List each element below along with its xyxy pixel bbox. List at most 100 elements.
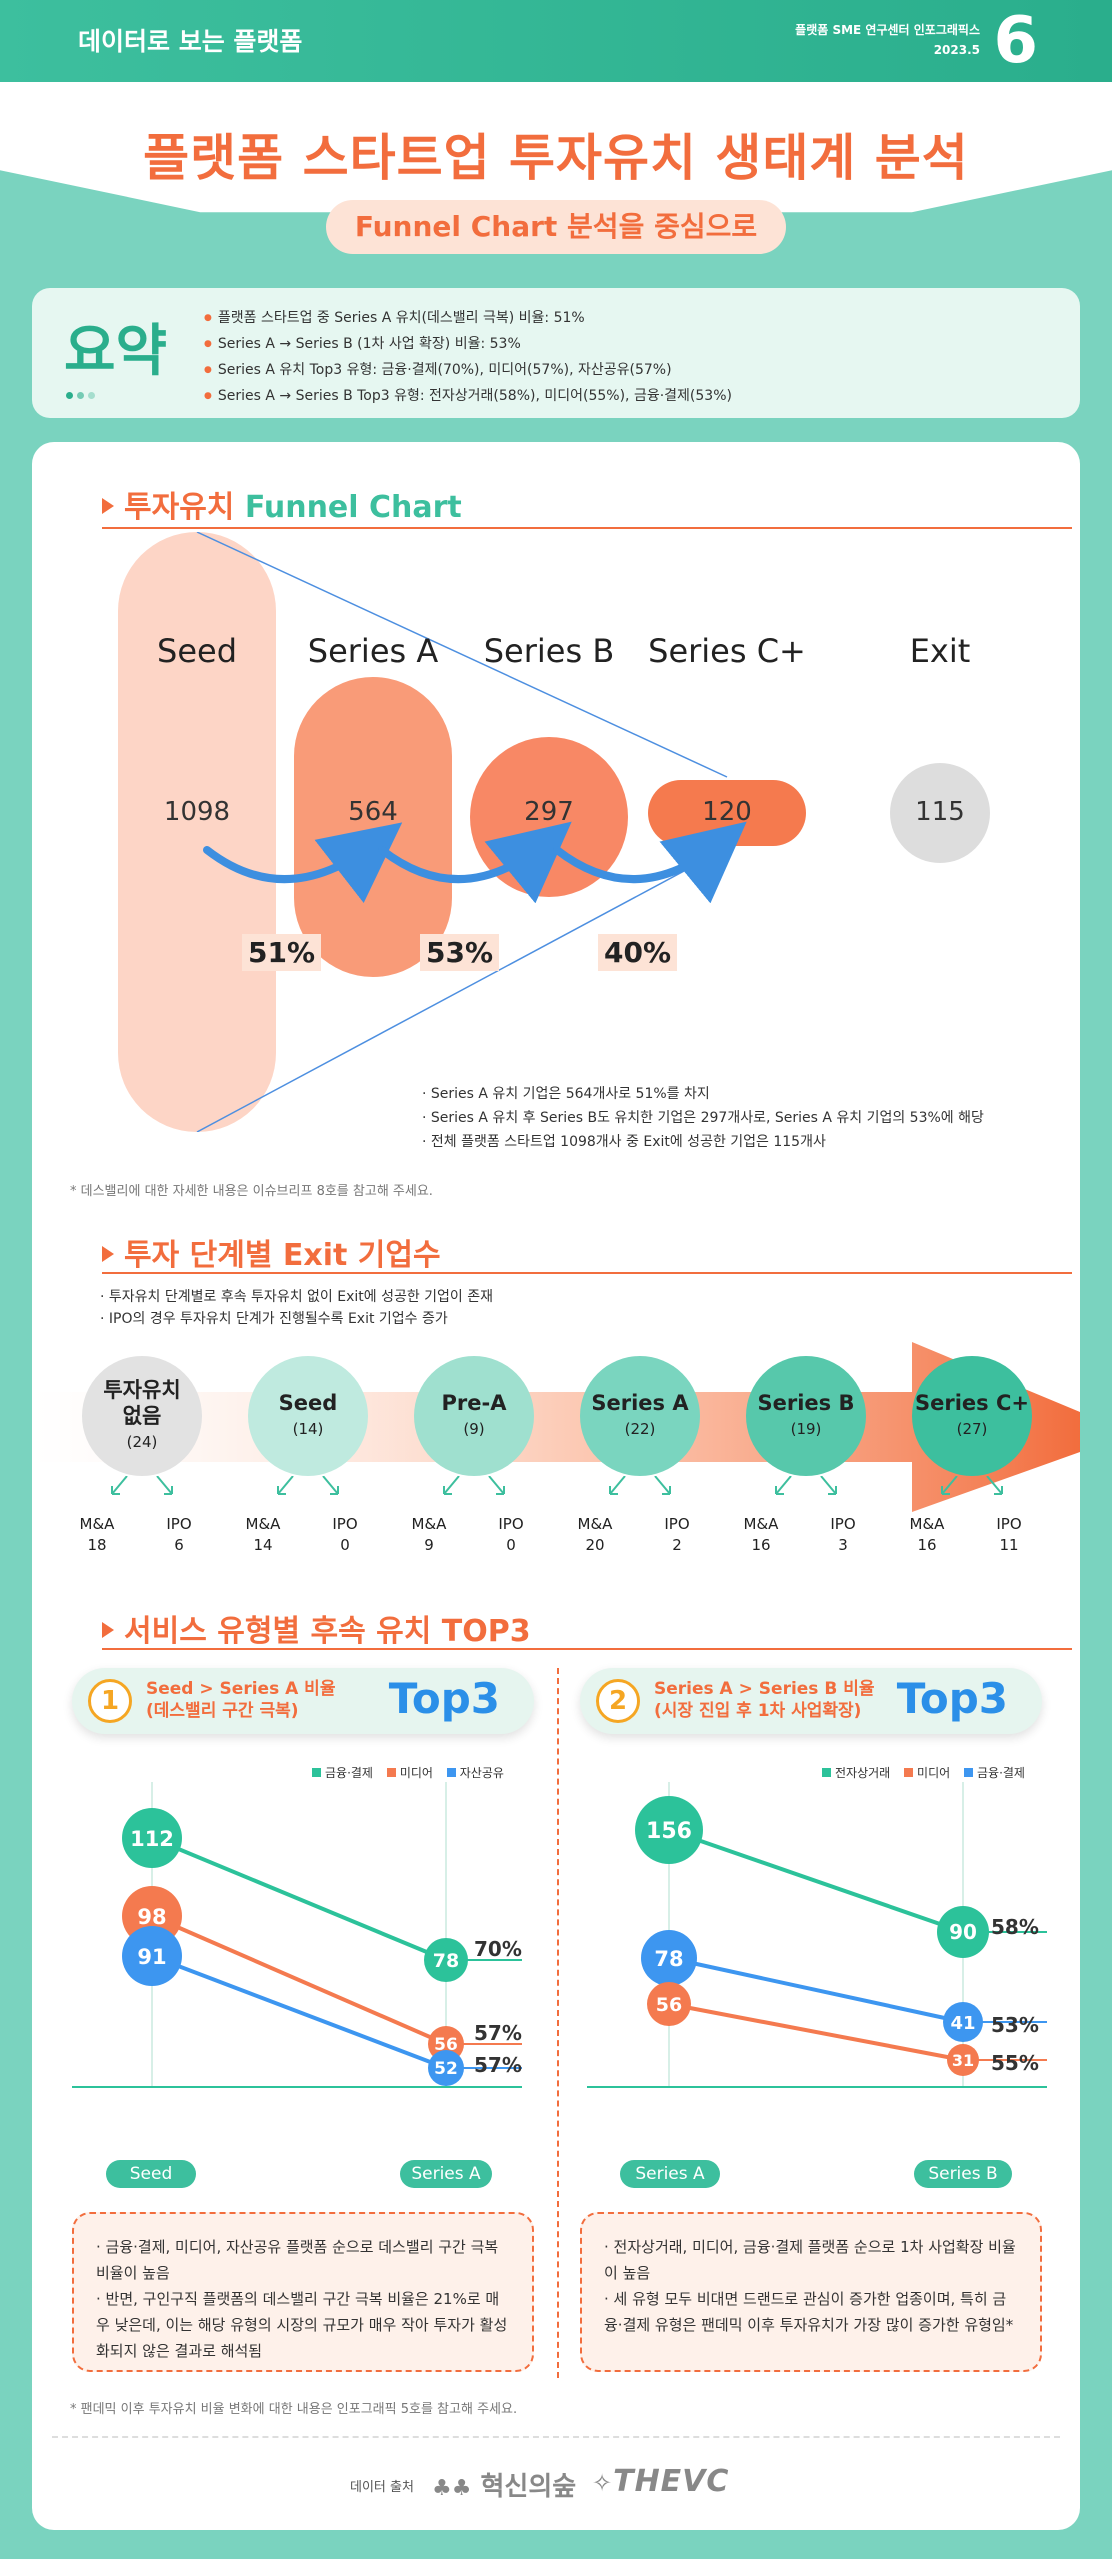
stage-value-exit: 115 xyxy=(915,797,965,827)
funnel-chart xyxy=(118,532,990,1132)
exit-stage-series-c: Series C+ (27) xyxy=(912,1356,1032,1476)
page-title: 플랫폼 스타트업 투자유치 생태계 분석 xyxy=(143,129,969,187)
exit-series-a-ma: M&A 20 xyxy=(577,1515,613,1554)
exit-stage-pre-a: Pre-A (9) xyxy=(414,1356,534,1476)
pct-finance: 70% xyxy=(474,1937,522,1961)
exit-series-b-ma: M&A 16 xyxy=(743,1515,779,1554)
pct-media: 55% xyxy=(991,2051,1039,2075)
funnel-guide-line xyxy=(196,532,728,778)
exit-pre-a-ipo: IPO 0 xyxy=(498,1515,524,1554)
top3-footnote: * 팬데믹 이후 투자유치 비율 변화에 대한 내용은 인포그래픽 5호를 참고… xyxy=(70,2402,518,2417)
exit-stage-series-a: Series A (22) xyxy=(580,1356,700,1476)
funnel-notes: Series A 유치 기업은 564개사로 51%를 차지 Series A … xyxy=(422,1082,984,1154)
stage-value-seed: 1098 xyxy=(163,797,231,827)
header-meta: 플랫폼 SME 연구센터 인포그래픽스 2023.5 xyxy=(795,20,980,60)
panel1-header: 1 Seed > Series A 비율 (데스밸리 구간 극복) Top3 xyxy=(72,1668,534,1734)
exit-stage-count: (19) xyxy=(790,1420,822,1438)
point-media-end xyxy=(947,2044,979,2076)
exit-none-ipo: IPO 6 xyxy=(166,1515,192,1554)
stage-name-series-a: Series A xyxy=(307,632,439,670)
stage-name-exit: Exit xyxy=(909,632,971,670)
funnel-seed-bar xyxy=(118,532,276,1132)
conversion-arrow-icon xyxy=(378,821,572,904)
label-media-start: 98 xyxy=(137,1905,166,1929)
top3-heading-text: 서비스 유형별 후속 유치 TOP3 xyxy=(124,1614,531,1649)
line-media xyxy=(151,1914,447,2046)
line-media xyxy=(668,2002,964,2062)
panel-divider xyxy=(557,1668,559,2378)
panel2-x-end: Series B xyxy=(914,2160,1012,2188)
source-logo-innoforest: ♣♣ 혁신의숲 xyxy=(432,2472,577,2502)
summary-item: Series A → Series B Top3 유형: 전자상거래(58%),… xyxy=(204,384,732,410)
pct-asset: 57% xyxy=(474,2053,522,2077)
series-title: 데이터로 보는 플랫폼 xyxy=(78,27,303,56)
panel2-badge: Top3 xyxy=(896,1674,1008,1723)
line-ecommerce xyxy=(668,1828,964,1934)
exit-series-b-ipo: IPO 3 xyxy=(830,1515,856,1554)
line-finance xyxy=(151,1836,447,1962)
panel1-x-end: Series A xyxy=(400,2160,492,2188)
summary-item: Series A 유치 Top3 유형: 금융·결제(70%), 미디어(57%… xyxy=(204,358,732,384)
panel2-x-start: Series A xyxy=(620,2160,720,2188)
exit-series-c-ipo: IPO 11 xyxy=(996,1515,1022,1554)
exit-stage-none: 투자유치 없음 (24) xyxy=(82,1356,202,1476)
summary-label: 요약 xyxy=(64,319,168,384)
point-ecommerce-end xyxy=(937,1906,989,1958)
panel1-badge: Top3 xyxy=(388,1674,500,1723)
triangle-bullet-icon xyxy=(102,498,114,514)
rate-a-to-b: 53% xyxy=(420,934,500,971)
legend-swatch xyxy=(904,1768,914,1777)
panel2-note: · 세 유형 모두 비대면 드랜드로 관심이 증가한 업종이며, 특히 금융·결… xyxy=(604,2290,1014,2334)
label-asset-start: 91 xyxy=(137,1945,166,1969)
exit-note: IPO의 경우 투자유치 단계가 진행될수록 Exit 기업수 증가 xyxy=(100,1308,493,1330)
exit-pre-a-ma: M&A 9 xyxy=(411,1515,447,1554)
exit-seed-ipo: IPO 0 xyxy=(332,1515,358,1554)
funnel-heading-en: Funnel Chart xyxy=(244,490,462,525)
issue-number: 6 xyxy=(993,4,1038,78)
panel1-legend: 금융·결제 미디어 자산공유 xyxy=(302,1764,504,1781)
funnel-guide-line xyxy=(196,847,728,1132)
point-finance-end xyxy=(424,1938,468,1982)
summary-list: 플랫폼 스타트업 중 Series A 유치(데스밸리 극복) 비율: 51% … xyxy=(204,306,732,410)
exit-none-ma: M&A 18 xyxy=(79,1515,115,1554)
top3-heading: 서비스 유형별 후속 유치 TOP3 xyxy=(102,1606,531,1650)
panel1-x-start: Seed xyxy=(106,2160,196,2188)
funnel-exit-circle xyxy=(890,763,990,863)
footer-divider xyxy=(52,2436,1060,2438)
stage-value-series-c: 120 xyxy=(702,797,752,827)
panel1-note: · 금융·결제, 미디어, 자산공유 플랫폼 순으로 데스밸리 구간 극복 비율… xyxy=(96,2238,499,2282)
line-asset-share xyxy=(151,1954,447,2070)
label-asset-end: 52 xyxy=(434,2059,458,2079)
label-finance-start: 112 xyxy=(130,1827,174,1851)
exit-arrow-icon xyxy=(32,1342,1080,1512)
triangle-bullet-icon xyxy=(102,1622,114,1638)
legend-swatch xyxy=(312,1768,321,1777)
funnel-heading-ko: 투자유치 xyxy=(124,490,235,525)
exit-split-arrows xyxy=(111,1476,1003,1495)
conversion-arrow-icon xyxy=(203,822,403,904)
label-media-end: 31 xyxy=(952,2051,974,2070)
point-asset-start xyxy=(122,1926,182,1986)
line-finance xyxy=(668,1956,964,2024)
exit-arrow-band xyxy=(32,1342,1080,1512)
source-logo-thevc: ✧THEVC xyxy=(592,2464,730,2499)
point-ecommerce-start xyxy=(635,1796,703,1864)
exit-stage-seed: Seed (14) xyxy=(248,1356,368,1476)
exit-series-c-ma: M&A 16 xyxy=(909,1515,945,1554)
summary-item: 플랫폼 스타트업 중 Series A 유치(데스밸리 극복) 비율: 51% xyxy=(204,306,732,332)
summary-box: 요약 플랫폼 스타트업 중 Series A 유치(데스밸리 극복) 비율: 5… xyxy=(32,288,1080,418)
exit-heading-text: 투자 단계별 Exit 기업수 xyxy=(124,1238,441,1273)
panel1-title: Seed > Series A 비율 (데스밸리 구간 극복) xyxy=(146,1679,336,1721)
exit-heading: 투자 단계별 Exit 기업수 xyxy=(102,1230,441,1274)
label-media-end: 56 xyxy=(434,2035,458,2055)
conversion-arrow-icon xyxy=(553,821,747,904)
label-ecommerce-end: 90 xyxy=(949,1920,977,1944)
pct-ecommerce: 58% xyxy=(991,1915,1039,1939)
summary-dots xyxy=(66,384,99,403)
exit-stage-count: (22) xyxy=(624,1420,656,1438)
funnel-note: Series A 유치 기업은 564개사로 51%를 차지 xyxy=(422,1082,984,1106)
exit-stage-name: Series C+ xyxy=(915,1391,1029,1415)
panel1-slope-chart: 112 98 91 78 56 52 70% 57% 57% xyxy=(72,1782,522,2088)
header-bar: 데이터로 보는 플랫폼 플랫폼 SME 연구센터 인포그래픽스 2023.5 6 xyxy=(0,0,1112,82)
panel2-header: 2 Series A > Series B 비율 (시장 진입 후 1차 사업확장… xyxy=(580,1668,1042,1734)
